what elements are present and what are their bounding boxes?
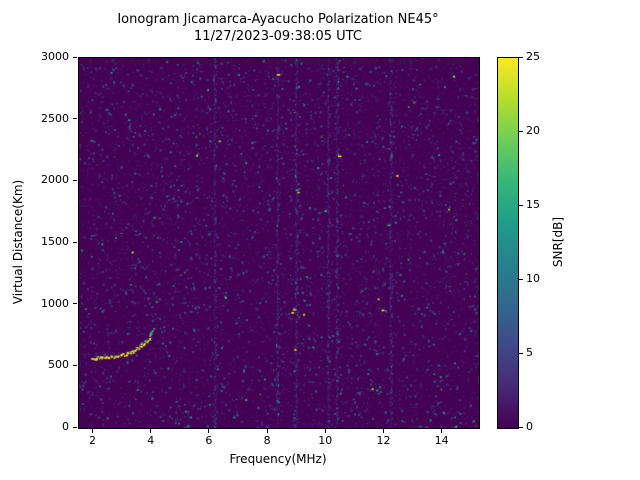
x-tick-mark [150, 429, 152, 433]
colorbar-tick-label: 10 [526, 272, 540, 285]
x-tick-label: 6 [205, 434, 213, 447]
chart-title-line1: Ionogram Jicamarca-Ayacucho Polarization… [117, 12, 439, 27]
y-tick-mark [73, 364, 77, 366]
y-tick-label: 2500 [41, 111, 69, 125]
y-tick-mark [73, 179, 77, 181]
x-tick-mark [92, 429, 94, 433]
y-tick-label: 3000 [41, 50, 69, 63]
x-tick-mark [208, 429, 210, 433]
colorbar-tick-mark [519, 352, 523, 354]
y-tick-label: 1500 [41, 235, 69, 248]
chart-title-line2: 11/27/2023-09:38:05 UTC [194, 29, 362, 45]
x-tick-label: 10 [318, 434, 333, 447]
colorbar-tick-mark [519, 278, 523, 280]
x-tick-label: 8 [263, 434, 271, 447]
colorbar [497, 57, 519, 429]
x-tick-mark [382, 429, 384, 433]
ionogram-heatmap-canvas [79, 58, 479, 428]
y-tick-label: 1000 [41, 296, 69, 310]
x-tick-label: 4 [147, 434, 155, 447]
x-tick-label: 2 [89, 434, 97, 447]
colorbar-tick-mark [519, 204, 523, 206]
colorbar-tick-mark [519, 426, 523, 428]
y-tick-label: 500 [48, 358, 69, 372]
colorbar-tick-label: 0 [526, 420, 533, 433]
colorbar-tick-label: 25 [526, 50, 540, 63]
x-tick-mark [266, 429, 268, 433]
x-axis-label: Frequency(MHz) [229, 452, 327, 466]
colorbar-tick-mark [519, 56, 523, 58]
colorbar-label: SNR[dB] [551, 216, 565, 268]
x-tick-mark [441, 429, 443, 433]
colorbar-tick-label: 15 [526, 198, 540, 211]
x-tick-label: 12 [376, 434, 391, 447]
y-tick-mark [73, 118, 77, 120]
colorbar-tick-label: 20 [526, 124, 540, 137]
chart-title: Ionogram Jicamarca-Ayacucho Polarization… [78, 11, 478, 45]
y-tick-mark [73, 56, 77, 58]
y-tick-label: 0 [62, 420, 69, 433]
y-tick-mark [73, 303, 77, 305]
y-tick-mark [73, 426, 77, 428]
colorbar-tick-mark [519, 130, 523, 132]
colorbar-tick-label: 5 [526, 346, 533, 359]
y-tick-mark [73, 241, 77, 243]
x-tick-label: 14 [434, 434, 449, 447]
x-tick-mark [324, 429, 326, 433]
y-tick-label: 2000 [41, 173, 69, 187]
plot-area [78, 57, 480, 429]
